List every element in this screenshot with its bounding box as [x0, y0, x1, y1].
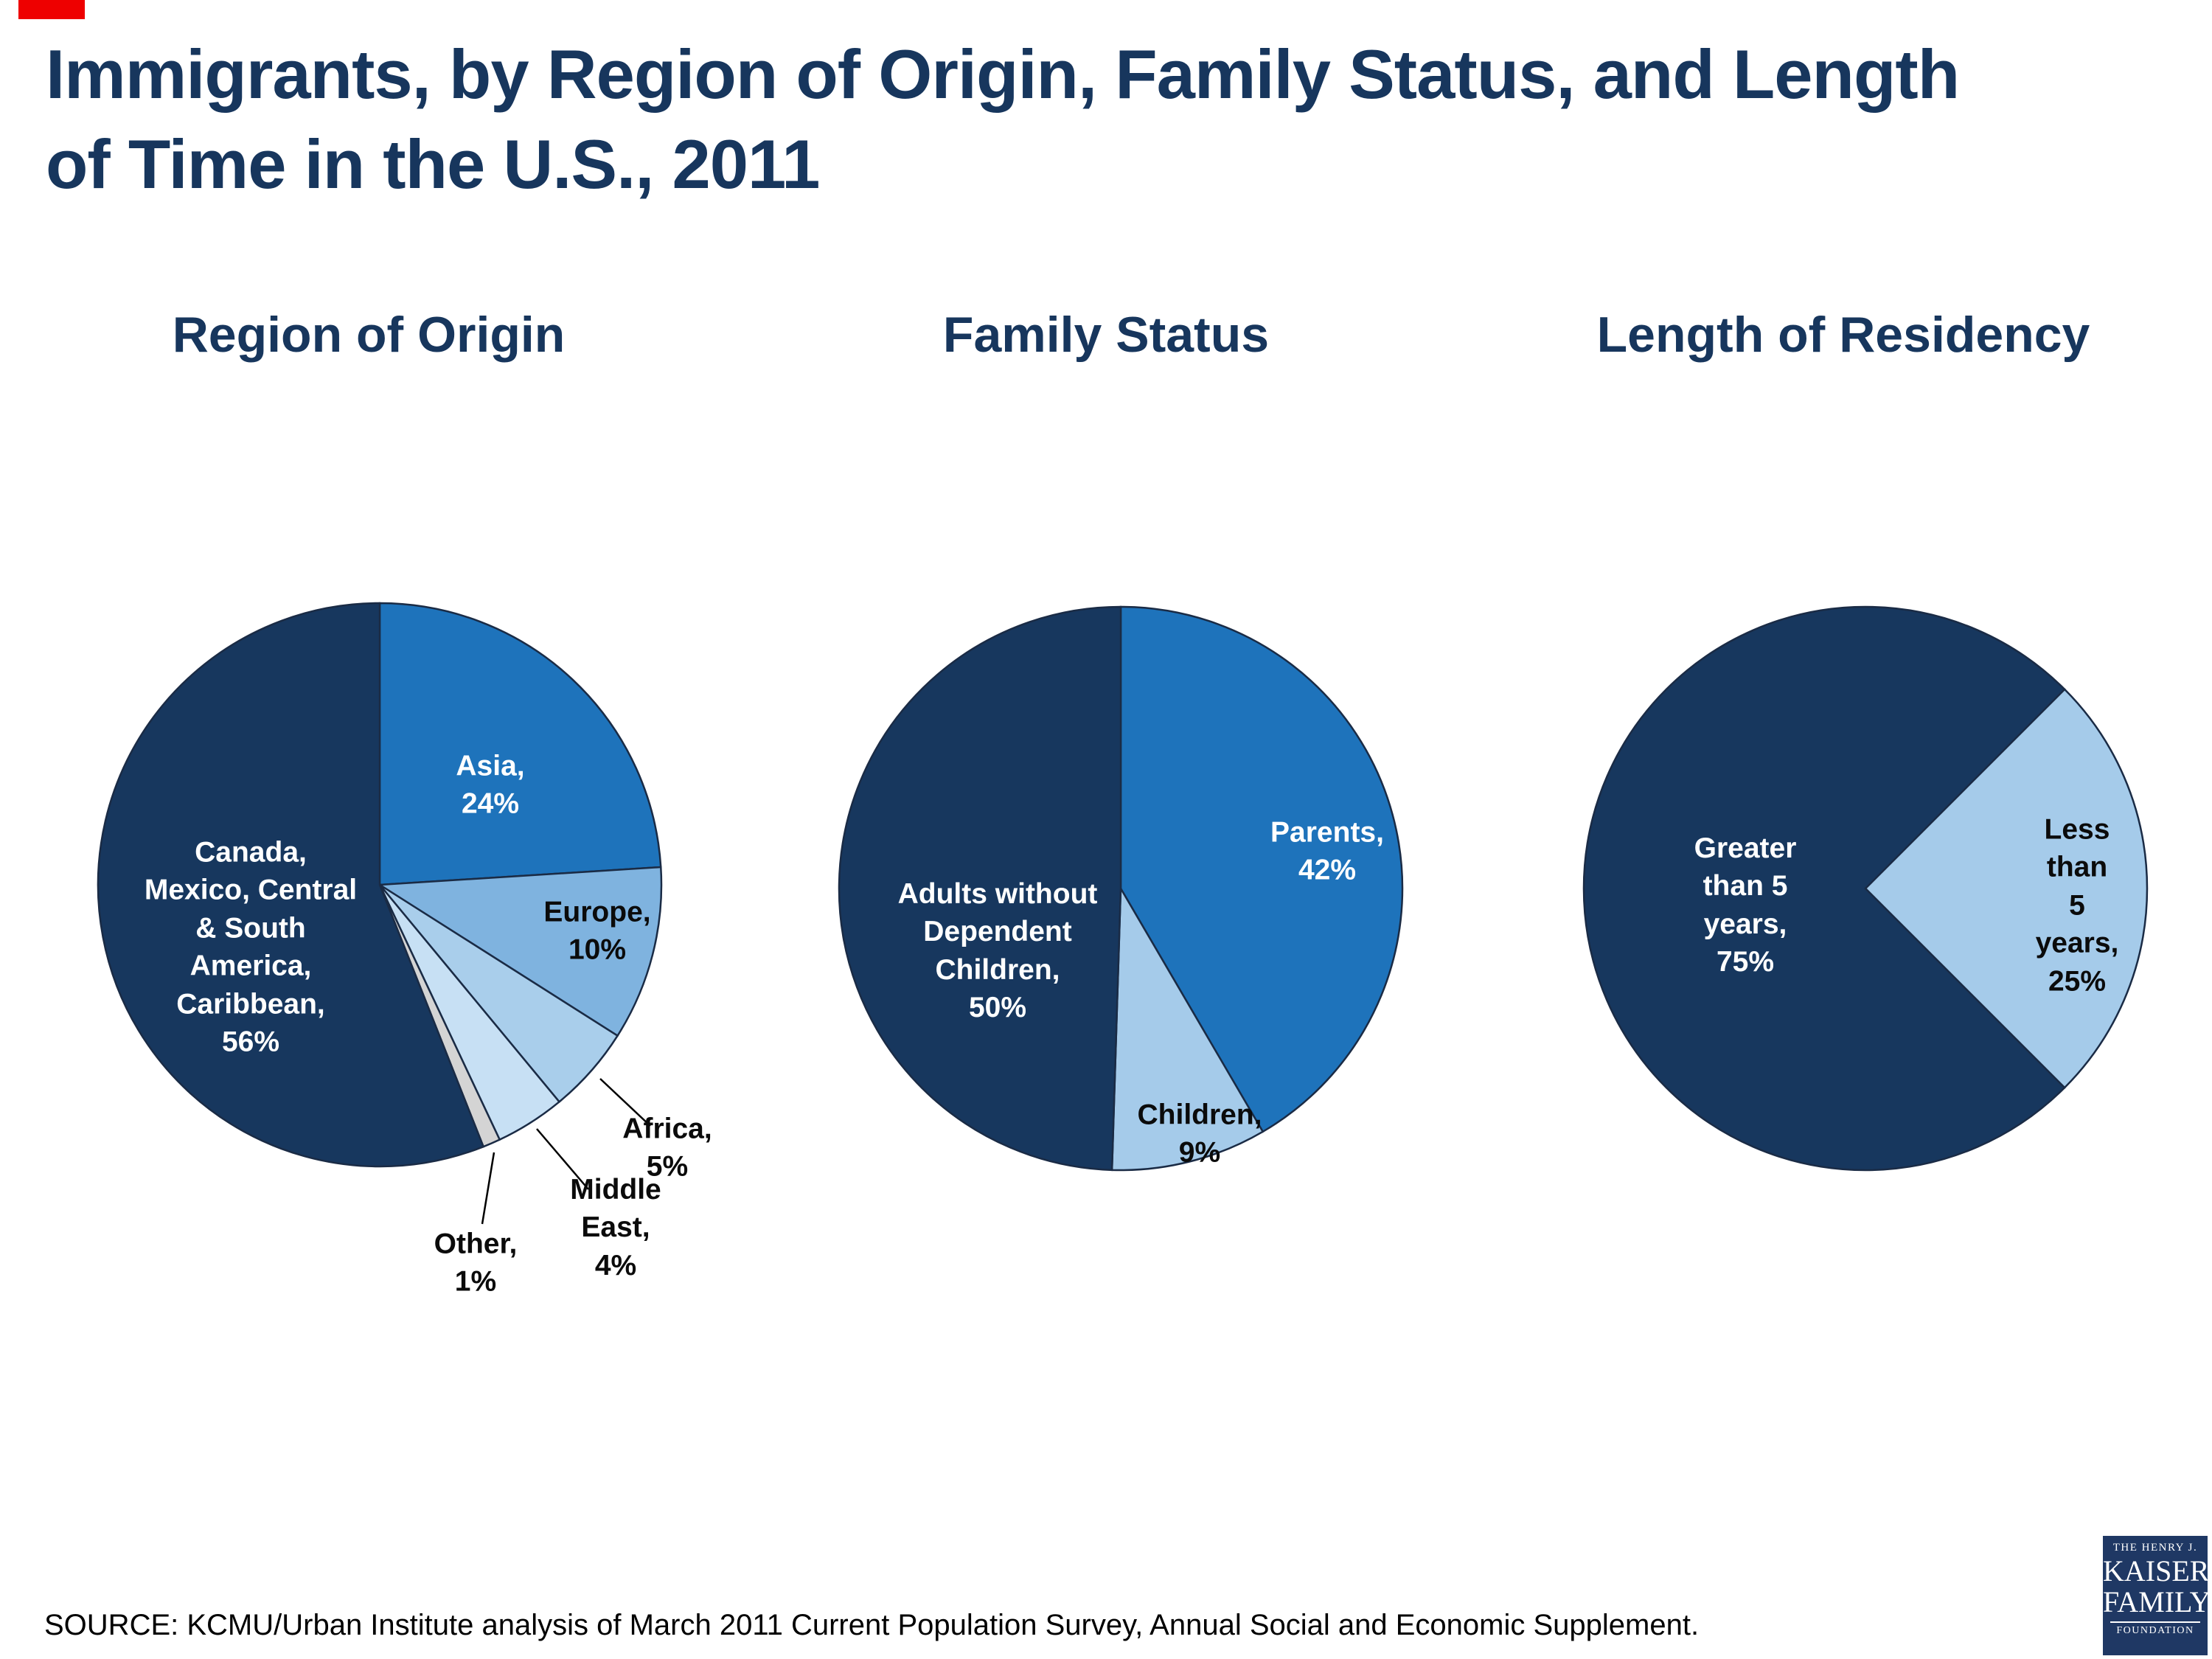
label-canada-mexico: Canada, Mexico, Central & South America,… [144, 836, 358, 1058]
label-leader-line [536, 1128, 589, 1190]
label-leader-line [481, 1152, 495, 1225]
label-middle-east: Middle East, 4% [570, 1173, 661, 1281]
label-less-than-5-years: Less than 5 years, 25% [2035, 813, 2119, 998]
pie-slice-adults-without-dependent-children [838, 605, 1122, 1172]
label-africa: Africa, 5% [622, 1113, 712, 1183]
pie-svg-0 [97, 602, 663, 1225]
red-corner-mark [18, 0, 85, 19]
kff-logo: THE HENRY J. KAISER FAMILY FOUNDATION [2103, 1536, 2211, 1655]
pie-slice-greater-than-5-years [1582, 605, 2066, 1172]
pie-svg-1 [838, 605, 1404, 1172]
pie-svg-2 [1582, 605, 2149, 1172]
label-parents: Parents, 42% [1270, 816, 1384, 886]
label-asia: Asia, 24% [456, 750, 525, 820]
chart-headers: Region of Origin Family Status Length of… [0, 306, 2212, 364]
pie-slice-canada-mexico-central-south-america-caribbean [97, 602, 485, 1168]
pie-slice-parents [1119, 605, 1404, 1133]
chart-title-region-of-origin: Region of Origin [172, 307, 566, 363]
label-other: Other, 1% [434, 1228, 518, 1298]
label-children: Children, 9% [1137, 1099, 1262, 1169]
label-greater-than-5-years: Greater than 5 years, 75% [1694, 832, 1797, 978]
chart-title-family-status: Family Status [942, 307, 1270, 363]
kff-logo-foundation: FOUNDATION [2116, 1625, 2194, 1636]
chart-title-length-of-residency: Length of Residency [1596, 307, 2090, 363]
kff-logo-henry-j: THE HENRY J. [2112, 1542, 2198, 1554]
pie-slice-europe [377, 866, 663, 1037]
label-adults-without-dependent-children: Adults without Dependent Children, 50% [897, 878, 1098, 1024]
label-leader-line [599, 1078, 651, 1127]
kff-logo-kaiser: KAISER [2103, 1554, 2210, 1587]
pie-chart-region-of-origin: Asia, 24% Canada, Mexico, Central & Sout… [96, 601, 712, 1298]
pie-slice-children [1110, 885, 1265, 1172]
label-europe: Europe, 10% [543, 896, 651, 966]
page-title: Immigrants, by Region of Origin, Family … [46, 35, 1960, 204]
pie-slice-less-than-5-years [1864, 688, 2149, 1089]
kff-logo-family: FAMILY [2103, 1585, 2211, 1618]
source-text: SOURCE: KCMU/Urban Institute analysis of… [44, 1609, 1700, 1641]
pie-slice-asia [378, 602, 662, 886]
pie-chart-length-of-residency: Greater than 5 years, 75% Less than 5 ye… [1582, 605, 2149, 1172]
pie-chart-family-status: Parents, 42% Adults without Dependent Ch… [837, 605, 1405, 1172]
kff-logo-divider [2110, 1621, 2200, 1623]
